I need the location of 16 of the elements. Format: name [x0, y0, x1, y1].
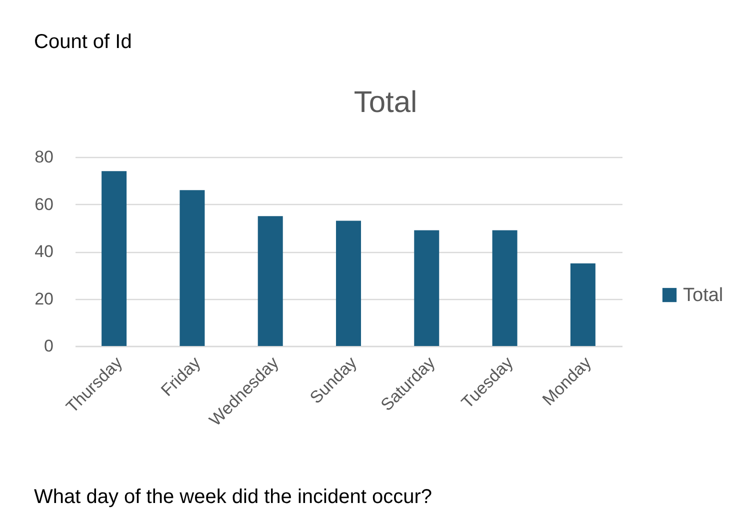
y-tick-label: 0: [44, 336, 54, 356]
bar: [102, 171, 127, 346]
bar: [336, 220, 362, 346]
y-tick-label: 40: [34, 242, 54, 261]
text: What day of the week did the incident occur?: [34, 486, 432, 508]
chart-title: Total: [354, 86, 418, 119]
bar: [180, 190, 205, 346]
bar: [414, 230, 440, 346]
y-tick-label: 60: [34, 194, 54, 214]
bar: [492, 230, 518, 346]
legend-label: Total: [683, 285, 724, 306]
bar: [570, 263, 596, 346]
text: Count of Id: [34, 31, 132, 53]
y-tick-label: 80: [34, 148, 54, 166]
y-tick-label: 20: [34, 289, 54, 308]
bar: [258, 216, 283, 346]
